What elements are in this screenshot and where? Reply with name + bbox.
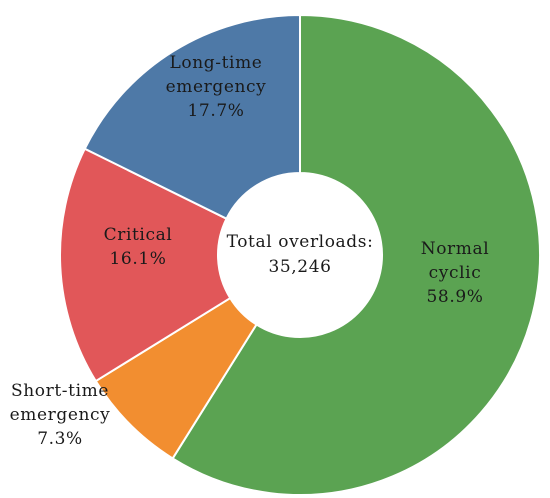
donut-hole — [218, 173, 382, 337]
slice-label-critical-0: Critical — [104, 225, 173, 245]
slice-label-normal-cyclic-0: Normal — [421, 239, 490, 259]
slice-label-long-time-emergency-1: emergency — [166, 77, 267, 97]
slice-value-normal-cyclic: 58.9% — [426, 287, 483, 307]
slice-value-short-time-emergency: 7.3% — [37, 429, 83, 449]
slice-critical — [59, 147, 232, 383]
center-label-total: 35,246 — [268, 257, 331, 277]
slice-label-short-time-emergency-0: Short-time — [11, 381, 109, 401]
labels-group: Normal cyclic 58.9% Short-time emergency 7.3%… — [10, 53, 490, 449]
slice-label-short-time-emergency-1: emergency — [10, 405, 111, 425]
slice-value-long-time-emergency: 17.7% — [187, 101, 244, 121]
slice-label-long-time-emergency-0: Long-time — [170, 53, 263, 73]
slices-group — [59, 13, 541, 496]
center-label-line1: Total overloads: — [227, 232, 374, 252]
slice-label-normal-cyclic-1: cyclic — [429, 263, 482, 283]
slice-value-critical: 16.1% — [109, 249, 166, 269]
